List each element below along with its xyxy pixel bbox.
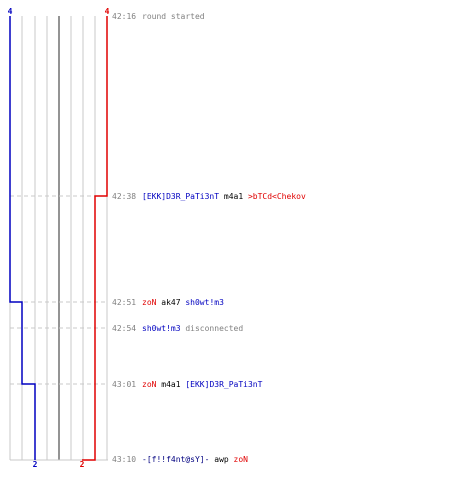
player-name: zoN [142,380,157,389]
event-message: zoN m4a1 [EKK]D3R_PaTi3nT [142,380,263,389]
event-row: 43:01 zoN m4a1 [EKK]D3R_PaTi3nT [112,380,263,389]
weapon-name: awp [209,455,233,464]
event-row: 42:16 round started [112,12,205,21]
event-row: 42:54 sh0wt!m3 disconnected [112,324,243,333]
blue-team-alive-line [9,16,36,460]
player-name: sh0wt!m3 [185,298,224,307]
blue-team-end-count: 2 [33,460,38,469]
event-row: 42:38 [EKK]D3R_PaTi3nT m4a1 >bTCd<Chekov [112,192,306,201]
player-name: [EKK]D3R_PaTi3nT [185,380,262,389]
weapon-name: m4a1 [156,380,185,389]
weapon-name: m4a1 [219,192,248,201]
red-team-alive-line [82,16,108,461]
event-message: [EKK]D3R_PaTi3nT m4a1 >bTCd<Chekov [142,192,306,201]
player-name: >bTCd<Chekov [248,192,306,201]
player-name: zoN [142,298,157,307]
event-info: disconnected [181,324,244,333]
red-team-end-count: 2 [80,460,85,469]
event-info: round started [142,12,205,21]
player-name: zoN [234,455,249,464]
event-message: -[f!!f4nt@sY]- awp zoN [142,455,248,464]
event-message: round started [142,12,205,21]
event-time: 42:38 [112,192,136,201]
event-log: 42:16 round started 42:38 [EKK]D3R_PaTi3nT … [112,12,306,464]
player-name: sh0wt!m3 [142,324,181,333]
event-message: sh0wt!m3 disconnected [142,324,243,333]
event-time: 43:10 [112,455,136,464]
event-time: 42:16 [112,12,136,21]
event-message: zoN ak47 sh0wt!m3 [142,298,224,307]
event-row: 42:51 zoN ak47 sh0wt!m3 [112,298,224,307]
player-slot-grid [9,16,108,460]
player-name: -[f!!f4nt@sY]- [142,455,209,464]
event-time: 42:51 [112,298,136,307]
red-team-start-count: 4 [105,7,110,16]
event-row: 43:10 -[f!!f4nt@sY]- awp zoN [112,455,248,464]
weapon-name: ak47 [156,298,185,307]
event-time: 43:01 [112,380,136,389]
blue-team-start-count: 4 [8,7,13,16]
player-name: [EKK]D3R_PaTi3nT [142,192,219,201]
event-time: 42:54 [112,324,136,333]
